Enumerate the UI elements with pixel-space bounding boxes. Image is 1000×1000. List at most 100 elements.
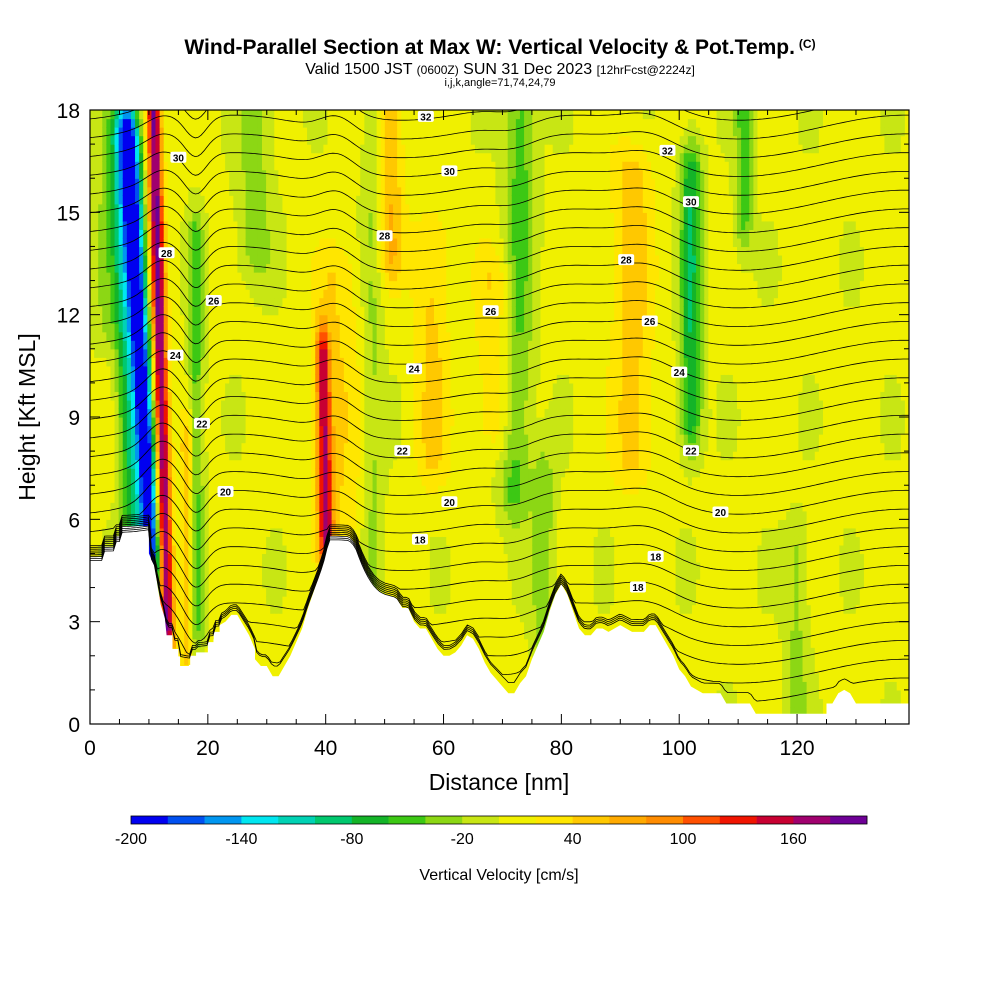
velocity-cell xyxy=(253,399,259,410)
velocity-cell xyxy=(151,280,157,290)
velocity-cell xyxy=(196,399,202,410)
velocity-cell xyxy=(143,476,148,486)
velocity-cell xyxy=(204,613,210,623)
velocity-cell xyxy=(401,186,406,196)
velocity-cell xyxy=(376,169,382,179)
velocity-cell xyxy=(249,468,255,478)
velocity-cell xyxy=(347,289,353,299)
velocity-cell xyxy=(233,297,239,307)
velocity-cell xyxy=(311,144,316,154)
velocity-cell xyxy=(294,169,300,179)
velocity-cell xyxy=(221,161,226,171)
velocity-cell xyxy=(298,459,304,469)
velocity-cell xyxy=(118,374,124,384)
velocity-cell xyxy=(167,451,173,461)
velocity-cell xyxy=(139,425,144,435)
velocity-cell xyxy=(241,220,247,230)
velocity-cell xyxy=(196,254,202,265)
velocity-cell xyxy=(90,237,95,248)
velocity-cell xyxy=(343,169,349,179)
velocity-cell xyxy=(315,237,320,248)
velocity-cell xyxy=(286,417,292,427)
velocity-cell xyxy=(216,169,222,179)
velocity-cell xyxy=(200,263,206,273)
velocity-cell xyxy=(356,212,361,222)
velocity-cell xyxy=(200,561,206,572)
velocity-cell xyxy=(143,169,148,179)
velocity-cell xyxy=(122,237,128,248)
velocity-cell xyxy=(413,408,419,418)
velocity-cell xyxy=(122,459,128,469)
velocity-cell xyxy=(241,178,247,188)
velocity-cell xyxy=(433,382,439,393)
velocity-cell xyxy=(151,391,157,401)
velocity-cell xyxy=(130,127,136,137)
velocity-cell xyxy=(147,237,153,248)
velocity-cell xyxy=(290,536,296,546)
velocity-cell xyxy=(409,348,415,358)
velocity-cell xyxy=(307,468,312,478)
velocity-cell xyxy=(241,468,247,478)
velocity-cell xyxy=(233,570,239,580)
velocity-cell xyxy=(315,280,320,290)
velocity-cell xyxy=(241,272,247,282)
velocity-cell xyxy=(110,502,116,512)
velocity-cell xyxy=(274,561,279,572)
velocity-cell xyxy=(184,638,189,648)
velocity-cell xyxy=(433,613,439,623)
velocity-cell xyxy=(114,451,120,461)
velocity-cell xyxy=(208,357,214,367)
velocity-cell xyxy=(315,451,320,461)
velocity-cell xyxy=(352,169,357,179)
velocity-cell xyxy=(245,382,251,393)
velocity-cell xyxy=(311,502,316,512)
velocity-cell xyxy=(135,399,140,410)
velocity-cell xyxy=(245,306,251,316)
velocity-cell xyxy=(327,203,333,213)
velocity-cell xyxy=(388,399,394,410)
velocity-cell xyxy=(376,570,382,580)
velocity-cell xyxy=(352,178,357,188)
velocity-cell xyxy=(286,169,292,179)
velocity-cell xyxy=(319,272,325,282)
velocity-cell xyxy=(339,348,345,358)
velocity-cell xyxy=(249,340,255,350)
velocity-cell xyxy=(290,263,296,273)
velocity-cell xyxy=(380,510,386,520)
velocity-cell xyxy=(261,237,267,248)
velocity-cell xyxy=(98,340,103,350)
velocity-cell xyxy=(130,263,136,273)
velocity-cell xyxy=(155,178,161,188)
velocity-cell xyxy=(311,417,316,427)
velocity-cell xyxy=(327,493,333,503)
velocity-cell xyxy=(364,357,370,367)
velocity-cell xyxy=(278,502,284,512)
velocity-cell xyxy=(114,254,120,265)
velocity-cell xyxy=(192,476,198,486)
velocity-cell xyxy=(311,365,316,375)
velocity-cell xyxy=(180,442,185,452)
velocity-cell xyxy=(372,570,378,580)
velocity-cell xyxy=(130,485,136,495)
velocity-cell xyxy=(225,587,230,597)
velocity-cell xyxy=(294,374,300,384)
velocity-cell xyxy=(421,280,427,290)
velocity-cell xyxy=(380,110,386,120)
velocity-cell xyxy=(147,502,153,512)
velocity-cell xyxy=(413,186,419,196)
velocity-cell xyxy=(196,510,202,520)
velocity-cell xyxy=(413,357,419,367)
velocity-cell xyxy=(274,382,279,393)
velocity-cell xyxy=(388,263,394,273)
velocity-cell xyxy=(327,348,333,358)
velocity-cell xyxy=(229,280,234,290)
velocity-cell xyxy=(356,391,361,401)
velocity-cell xyxy=(196,365,202,375)
velocity-cell xyxy=(360,110,365,120)
velocity-cell xyxy=(253,647,259,657)
velocity-cell xyxy=(163,468,169,478)
velocity-cell xyxy=(380,502,386,512)
velocity-cell xyxy=(192,493,198,503)
velocity-cell xyxy=(311,178,316,188)
velocity-cell xyxy=(335,510,341,520)
